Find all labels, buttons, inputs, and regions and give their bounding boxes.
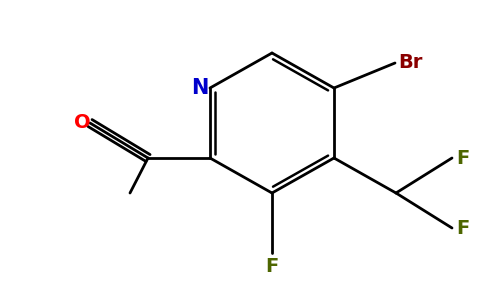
Text: N: N	[191, 78, 209, 98]
Text: Br: Br	[398, 53, 423, 73]
Text: F: F	[456, 218, 469, 238]
Text: F: F	[265, 257, 279, 276]
Text: O: O	[74, 113, 91, 133]
Text: F: F	[456, 148, 469, 167]
